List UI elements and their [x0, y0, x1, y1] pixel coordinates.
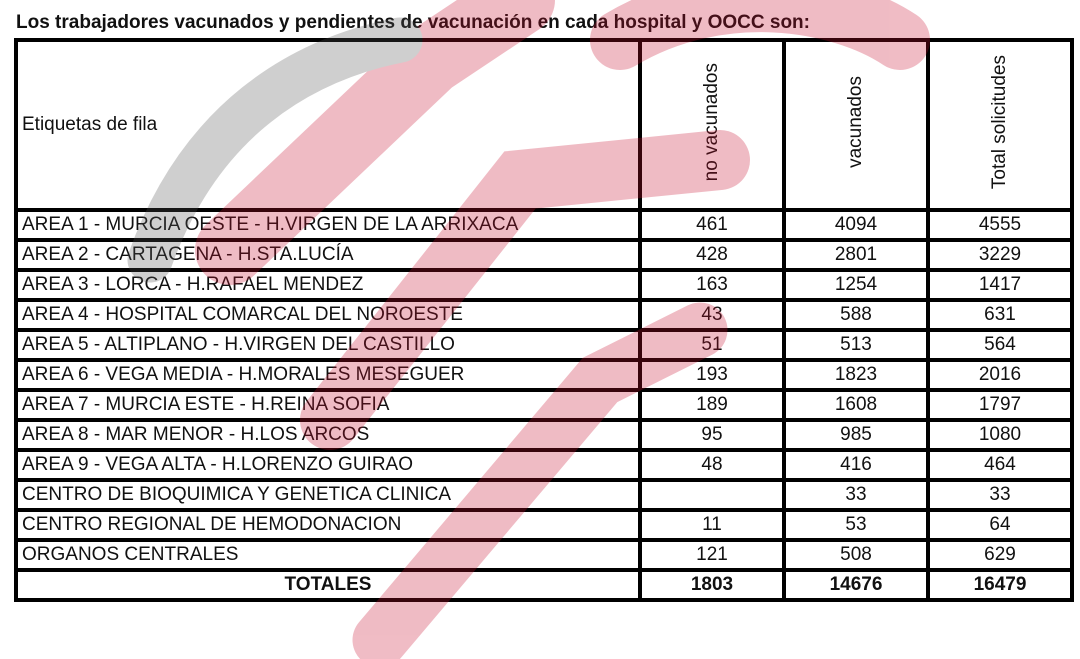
value-cell: 33 — [782, 478, 930, 512]
value-cell: 163 — [638, 268, 786, 302]
value-cell: 43 — [638, 298, 786, 332]
header-row: Etiquetas de fila no vacunados vacunados To… — [14, 38, 1074, 212]
data-row: AREA 5 - ALTIPLANO - H.VIRGEN DEL CASTIL… — [14, 328, 1074, 362]
value-cell: 588 — [782, 298, 930, 332]
value-cell: 464 — [926, 448, 1074, 482]
value-cell: 48 — [638, 448, 786, 482]
value-cell: 985 — [782, 418, 930, 452]
row-label: AREA 8 - MAR MENOR - H.LOS ARCOS — [14, 418, 642, 452]
value-cell: 4555 — [926, 208, 1074, 242]
title: Los trabajadores vacunados y pendientes … — [16, 12, 810, 33]
value-cell: 95 — [638, 418, 786, 452]
data-row: AREA 1 - MURCIA OESTE - H.VIRGEN DE LA A… — [14, 208, 1074, 242]
header-cell: Total solicitudes — [926, 38, 1074, 212]
value-cell: 1797 — [926, 388, 1074, 422]
row-label: TOTALES — [14, 568, 642, 602]
value-cell: 121 — [638, 538, 786, 572]
value-cell: 189 — [638, 388, 786, 422]
row-label: CENTRO REGIONAL DE HEMODONACION — [14, 508, 642, 542]
value-cell: 2801 — [782, 238, 930, 272]
data-row: AREA 6 - VEGA MEDIA - H.MORALES MESEGUER… — [14, 358, 1074, 392]
value-cell: 1608 — [782, 388, 930, 422]
value-cell: 11 — [638, 508, 786, 542]
value-cell: 51 — [638, 328, 786, 362]
data-table: Etiquetas de fila no vacunados vacunados To… — [14, 38, 1074, 602]
value-cell: 193 — [638, 358, 786, 392]
row-label: AREA 1 - MURCIA OESTE - H.VIRGEN DE LA A… — [14, 208, 642, 242]
row-label: AREA 2 - CARTAGENA - H.STA.LUCÍA — [14, 238, 642, 272]
data-row: AREA 3 - LORCA - H.RAFAEL MENDEZ 163 1254 1… — [14, 268, 1074, 302]
row-label: AREA 7 - MURCIA ESTE - H.REINA SOFIA — [14, 388, 642, 422]
data-row: CENTRO REGIONAL DE HEMODONACION 11 53 64 — [14, 508, 1074, 542]
value-cell: 428 — [638, 238, 786, 272]
value-cell: 508 — [782, 538, 930, 572]
row-label: AREA 3 - LORCA - H.RAFAEL MENDEZ — [14, 268, 642, 302]
value-cell — [638, 478, 786, 512]
value-cell: 1417 — [926, 268, 1074, 302]
value-cell: 4094 — [782, 208, 930, 242]
value-cell: 2016 — [926, 358, 1074, 392]
value-cell: 3229 — [926, 238, 1074, 272]
value-cell: 416 — [782, 448, 930, 482]
row-label: AREA 5 - ALTIPLANO - H.VIRGEN DEL CASTIL… — [14, 328, 642, 362]
header-cell: vacunados — [782, 38, 930, 212]
value-cell: 1254 — [782, 268, 930, 302]
table-body: AREA 1 - MURCIA OESTE - H.VIRGEN DE LA A… — [14, 208, 1074, 602]
value-cell: 53 — [782, 508, 930, 542]
totals-row: TOTALES 1803 14676 16479 — [14, 568, 1074, 602]
value-cell: 16479 — [926, 568, 1074, 602]
row-label: CENTRO DE BIOQUIMICA Y GENETICA CLINICA — [14, 478, 642, 512]
row-label: AREA 9 - VEGA ALTA - H.LORENZO GUIRAO — [14, 448, 642, 482]
value-cell: 513 — [782, 328, 930, 362]
data-row: AREA 8 - MAR MENOR - H.LOS ARCOS 95 985 108… — [14, 418, 1074, 452]
value-cell: 629 — [926, 538, 1074, 572]
row-label: ORGANOS CENTRALES — [14, 538, 642, 572]
value-cell: 461 — [638, 208, 786, 242]
data-row: AREA 2 - CARTAGENA - H.STA.LUCÍA 428 2801 3… — [14, 238, 1074, 272]
value-cell: 1823 — [782, 358, 930, 392]
data-row: AREA 9 - VEGA ALTA - H.LORENZO GUIRAO 48 4… — [14, 448, 1074, 482]
row-label: AREA 4 - HOSPITAL COMARCAL DEL NOROESTE — [14, 298, 642, 332]
header-cell: Etiquetas de fila — [14, 38, 642, 212]
data-row: AREA 7 - MURCIA ESTE - H.REINA SOFIA 189 1… — [14, 388, 1074, 422]
header-label: no vacunados — [701, 62, 722, 182]
row-label: AREA 6 - VEGA MEDIA - H.MORALES MESEGUER — [14, 358, 642, 392]
header-label: vacunados — [845, 76, 866, 168]
value-cell: 14676 — [782, 568, 930, 602]
value-cell: 564 — [926, 328, 1074, 362]
value-cell: 631 — [926, 298, 1074, 332]
header-cell: no vacunados — [638, 38, 786, 212]
data-row: CENTRO DE BIOQUIMICA Y GENETICA CLINICA 3… — [14, 478, 1074, 512]
value-cell: 33 — [926, 478, 1074, 512]
value-cell: 1080 — [926, 418, 1074, 452]
value-cell: 64 — [926, 508, 1074, 542]
header-label: Total solicitudes — [989, 54, 1010, 190]
value-cell: 1803 — [638, 568, 786, 602]
data-row: ORGANOS CENTRALES 121 508 629 — [14, 538, 1074, 572]
data-row: AREA 4 - HOSPITAL COMARCAL DEL NOROESTE 4… — [14, 298, 1074, 332]
